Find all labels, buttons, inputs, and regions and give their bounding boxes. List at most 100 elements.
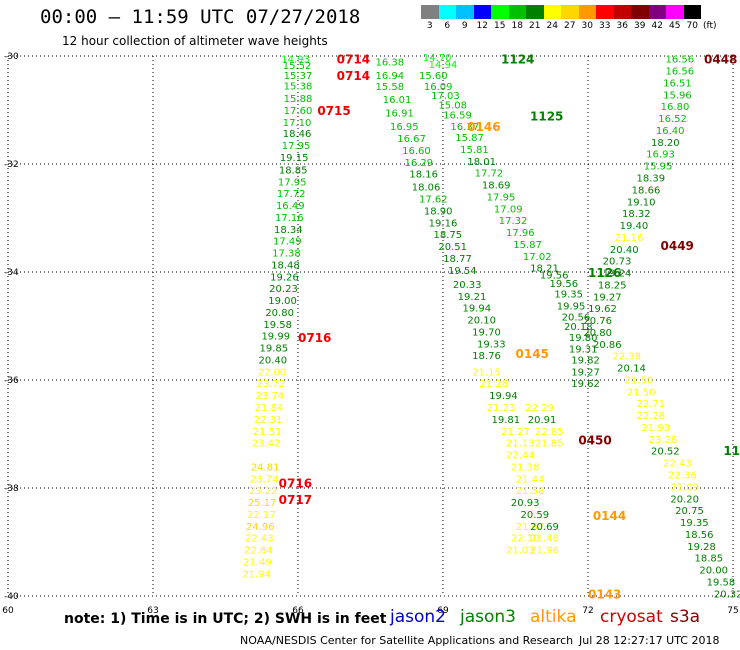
wave-height-value: 18.16 (409, 170, 438, 181)
wave-height-value: 22.64 (244, 546, 273, 557)
wave-height-value: 18.01 (467, 157, 496, 168)
wave-height-value: 22.10 (511, 534, 540, 545)
colorbar-swatch (456, 5, 474, 19)
wave-height-value: 19.21 (458, 292, 487, 303)
y-tick-label: -38 (4, 484, 19, 494)
wave-height-value: 21.27 (501, 427, 530, 438)
wave-height-value: 17.62 (419, 195, 448, 206)
wave-height-value: 21.38 (511, 462, 540, 473)
colorbar-swatch (613, 5, 631, 19)
wave-height-value: 18.06 (412, 183, 441, 194)
colorbar-swatch (631, 5, 649, 19)
wave-height-value: 19.24 (603, 269, 632, 280)
wave-height-value: 20.93 (511, 498, 540, 509)
wave-height-value: 22.00 (258, 367, 287, 378)
y-tick-label: -40 (4, 592, 19, 602)
footer-note: note: 1) Time is in UTC; 2) SWH is in fe… (64, 611, 387, 627)
wave-height-value: 18.20 (651, 138, 680, 149)
colorbar-item: 45 (666, 5, 684, 31)
colorbar-swatch (648, 5, 666, 19)
wave-height-value: 17.10 (283, 118, 312, 129)
wave-height-value: 20.91 (528, 415, 557, 426)
wave-height-value: 19.54 (448, 266, 477, 277)
colorbar-label: 24 (546, 21, 558, 31)
wave-height-value: 21.96 (530, 546, 559, 557)
colorbar-swatch (666, 5, 684, 19)
satellite-legend-jason3: jason3 (460, 607, 516, 627)
wave-height-value: 20.80 (583, 328, 612, 339)
wave-height-value: 23.74 (256, 391, 285, 402)
wave-height-value: 16.56 (666, 67, 695, 78)
wave-height-value: 19.94 (489, 391, 518, 402)
wave-height-value: 18.46 (283, 129, 312, 140)
satellite-legend-altika: altika (530, 607, 577, 627)
track-label: 0714 (337, 53, 370, 67)
wave-height-value: 16.51 (663, 78, 692, 89)
wave-height-value: 20.14 (617, 364, 646, 375)
colorbar-item: 9 (456, 5, 474, 31)
wave-height-value: 19.26 (270, 272, 299, 283)
wave-height-value: 21.48 (530, 534, 559, 545)
wave-height-value: 18.66 (632, 185, 661, 196)
wave-height-value: 21.03 (506, 546, 535, 557)
wave-height-value: 14.93 (281, 55, 310, 66)
colorbar-item: 24 (543, 5, 561, 31)
wave-height-value: 15.08 (438, 101, 467, 112)
wave-height-value: 20.59 (521, 510, 550, 521)
wave-height-value: 18.21 (530, 264, 559, 275)
colorbar-item: 42 (648, 5, 666, 31)
colorbar-swatch (491, 5, 509, 19)
colorbar-item: 30 (578, 5, 596, 31)
wave-height-value: 19.99 (261, 332, 290, 343)
wave-height-value: 20.73 (603, 257, 632, 268)
wave-height-value: 17.95 (278, 177, 307, 188)
wave-height-value: 18.76 (472, 351, 501, 362)
color-scale-legend: 3 6 9 12 15 18 21 24 27 30 33 36 39 42 45 70 (ft) (421, 5, 719, 31)
wave-height-value: 17.72 (475, 169, 504, 180)
wave-height-value: 14.70 (423, 53, 452, 64)
wave-height-value: 23.74 (250, 474, 279, 485)
wave-height-value: 19.27 (593, 292, 622, 303)
track-label: 1126 (588, 266, 621, 280)
wave-height-value: 16.60 (402, 146, 431, 157)
wave-height-value: 19.95 (557, 301, 586, 312)
wave-height-value: 17.02 (523, 252, 552, 263)
wave-height-value: 15.96 (663, 90, 692, 101)
wave-height-value: 18.69 (482, 181, 511, 192)
wave-height-value: 23.22 (249, 486, 278, 497)
colorbar-label: 42 (651, 21, 663, 31)
wave-height-value: 15.88 (284, 94, 313, 105)
colorbar-item: (ft) (701, 5, 719, 31)
colorbar-swatch (438, 5, 456, 19)
wave-height-value: 22.71 (637, 399, 666, 410)
satellite-legend-jason2: jason2 (390, 607, 446, 627)
wave-height-value: 16.67 (397, 134, 426, 145)
colorbar-label: 36 (616, 21, 628, 31)
wave-height-value: 21.50 (624, 375, 653, 386)
colorbar-swatch (683, 5, 701, 19)
colorbar-item: 6 (438, 5, 456, 31)
satellite-legend-s3a: s3a (670, 607, 701, 627)
wave-height-value: 19.58 (263, 320, 292, 331)
colorbar-item: 3 (421, 5, 439, 31)
wave-height-value: 16.52 (658, 114, 687, 125)
colorbar-swatch (508, 5, 526, 19)
colorbar-item: 70 (683, 5, 701, 31)
wave-height-value: 21.44 (516, 474, 545, 485)
wave-height-value: 21.58 (516, 486, 545, 497)
wave-height-value: 16.40 (656, 126, 685, 137)
wave-height-value: 21.09 (670, 482, 699, 493)
wave-height-value: 15.81 (460, 145, 489, 156)
wave-height-value: 17.96 (506, 228, 535, 239)
wave-height-value: 18.75 (434, 230, 463, 241)
wave-height-value: 23.28 (649, 435, 678, 446)
wave-height-value: 16.29 (405, 158, 434, 169)
colorbar-item: 12 (473, 5, 491, 31)
track-label: 0450 (578, 433, 611, 447)
colorbar-swatch (578, 5, 596, 19)
wave-height-value: 18.77 (443, 254, 472, 265)
wave-height-value: 16.59 (443, 110, 472, 121)
colorbar-label: 45 (669, 21, 681, 31)
wave-height-value: 19.35 (680, 518, 709, 529)
wave-height-value: 17.60 (284, 106, 313, 117)
